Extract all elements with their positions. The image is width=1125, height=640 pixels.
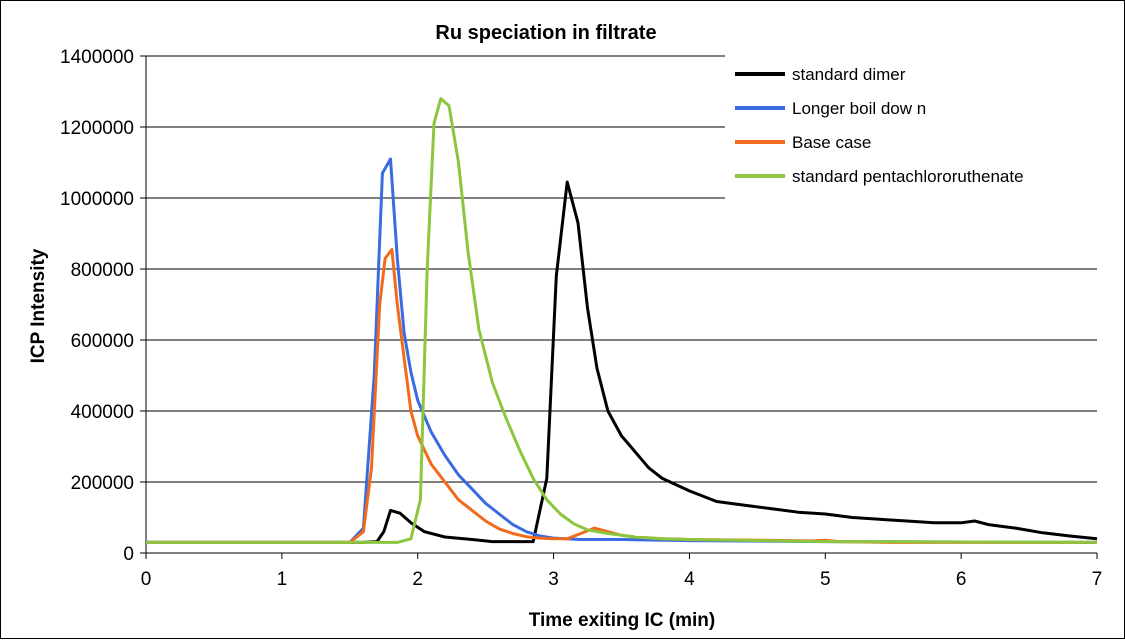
series-line xyxy=(146,157,1098,544)
y-tick-label: 200000 xyxy=(71,473,134,494)
legend-label: Longer boil dow n xyxy=(792,99,926,118)
chart-title: Ru speciation in filtrate xyxy=(435,22,656,44)
series-line xyxy=(146,248,1097,544)
legend: standard dimer Longer boil dow n Base case… xyxy=(725,53,1106,204)
series-lines xyxy=(146,97,1098,544)
x-tick-label: 5 xyxy=(820,569,831,590)
y-tick-label: 400000 xyxy=(71,402,134,423)
x-tick-label: 2 xyxy=(412,569,423,590)
y-tick-label: 600000 xyxy=(71,331,134,352)
tick-labels: 0 200000 400000 600000 800000 1000000 1200000 1… xyxy=(60,47,1102,590)
y-tick-label: 0 xyxy=(123,544,134,565)
legend-label: standard dimer xyxy=(792,65,906,84)
legend-label: Base case xyxy=(792,133,871,152)
legend-box xyxy=(725,53,1106,204)
x-tick-label: 0 xyxy=(141,569,152,590)
x-tick-label: 4 xyxy=(684,569,695,590)
y-tick-label: 800000 xyxy=(71,260,134,281)
x-axis-title: Time exiting IC (min) xyxy=(529,610,716,631)
legend-label: standard pentachlororuthenate xyxy=(792,167,1024,186)
y-tick-label: 1200000 xyxy=(60,118,134,139)
y-tick-label: 1400000 xyxy=(60,47,134,68)
x-tick-label: 7 xyxy=(1092,569,1103,590)
axes xyxy=(140,55,1098,559)
series-line xyxy=(146,97,1098,544)
y-tick-label: 1000000 xyxy=(60,189,134,210)
x-tick-label: 6 xyxy=(956,569,967,590)
x-tick-label: 1 xyxy=(277,569,288,590)
x-tick-label: 3 xyxy=(548,569,559,590)
y-axis-title: ICP Intensity xyxy=(28,248,49,363)
series-line xyxy=(146,180,1098,544)
grid-lines xyxy=(146,55,1097,483)
